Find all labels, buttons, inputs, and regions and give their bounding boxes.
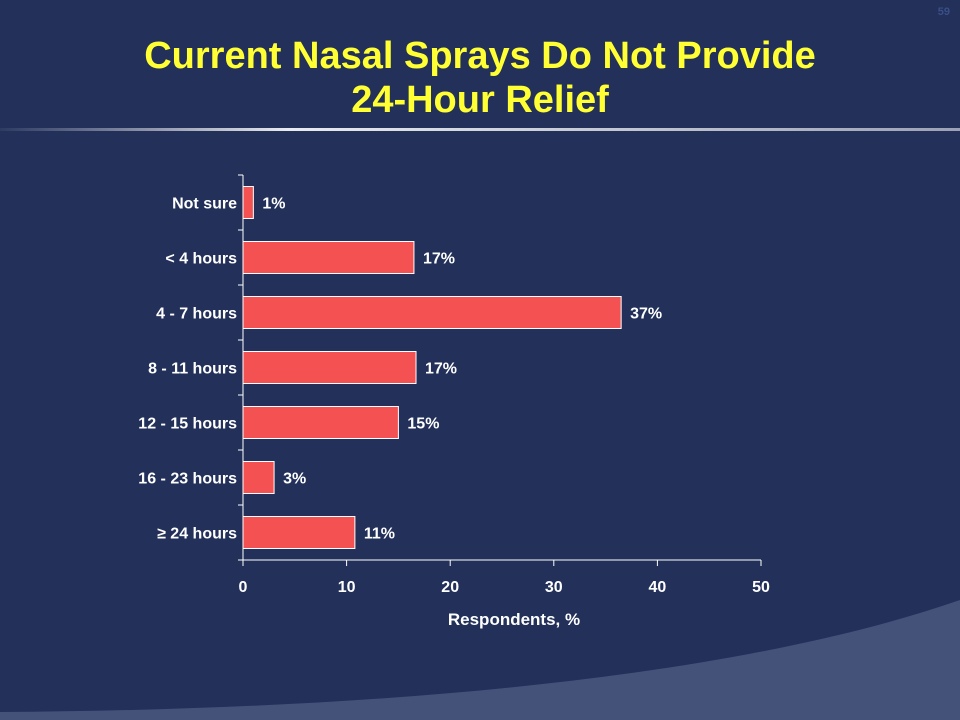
slide-title: Current Nasal Sprays Do Not Provide 24-H… xyxy=(0,34,960,122)
chart-bars xyxy=(242,186,622,549)
bar-data-label: 37% xyxy=(630,306,662,323)
bar xyxy=(242,516,356,549)
bar xyxy=(242,406,399,439)
bar-data-label: 15% xyxy=(407,416,439,433)
bar-data-label: 17% xyxy=(423,251,455,268)
page-number: 59 xyxy=(937,6,950,18)
bar-data-label: 11% xyxy=(364,526,395,543)
title-line-2: 24-Hour Relief xyxy=(351,79,609,121)
bar-data-label: 17% xyxy=(425,361,457,378)
x-tick-label: 40 xyxy=(649,579,667,596)
bar xyxy=(242,461,275,494)
chart-x-tick-labels: 0 10 20 30 40 50 xyxy=(239,579,770,596)
chart-category-labels: Not sure < 4 hours 4 - 7 hours 8 - 11 hours… xyxy=(138,196,237,543)
x-tick-label: 10 xyxy=(338,579,356,596)
category-label: < 4 hours xyxy=(165,251,237,268)
category-label: 12 - 15 hours xyxy=(138,416,237,433)
category-label: 8 - 11 hours xyxy=(148,361,237,378)
title-line-1: Current Nasal Sprays Do Not Provide xyxy=(144,35,816,77)
bar-data-label: 1% xyxy=(262,196,285,213)
x-tick-label: 30 xyxy=(545,579,563,596)
title-divider xyxy=(0,128,960,131)
x-tick-label: 50 xyxy=(752,579,770,596)
category-label: 16 - 23 hours xyxy=(138,471,237,488)
bar xyxy=(242,351,417,384)
bar xyxy=(242,241,415,274)
bar xyxy=(242,296,622,329)
corner-swoosh-decoration xyxy=(0,600,960,720)
bar xyxy=(242,186,254,219)
x-tick-label: 20 xyxy=(441,579,459,596)
category-label: Not sure xyxy=(172,196,237,213)
bar-data-label: 3% xyxy=(283,471,306,488)
category-label: ≥ 24 hours xyxy=(157,526,237,543)
x-tick-label: 0 xyxy=(239,579,248,596)
x-axis-title: Respondents, % xyxy=(448,610,580,629)
category-label: 4 - 7 hours xyxy=(156,306,237,323)
chart-data-labels: 1% 17% 37% 17% 15% 3% 11% xyxy=(262,196,662,543)
